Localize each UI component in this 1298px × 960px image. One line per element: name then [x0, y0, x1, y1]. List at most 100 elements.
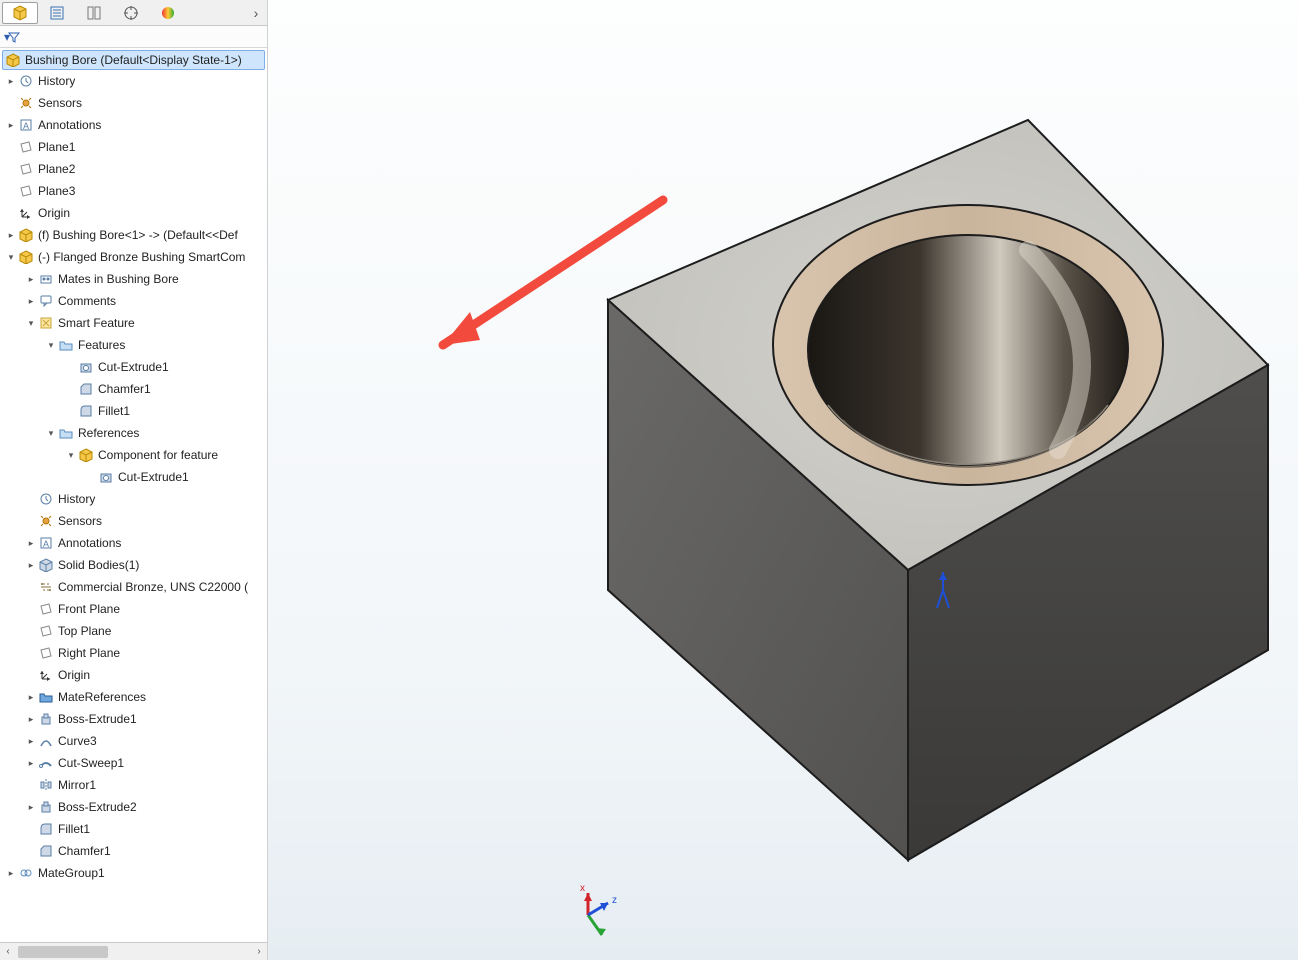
tree-node[interactable]: Sensors [0, 92, 267, 114]
expand-toggle-icon[interactable]: ▾ [4, 250, 18, 264]
plane-icon [38, 645, 54, 661]
tab-display-manager[interactable] [150, 2, 186, 24]
config-icon [86, 5, 102, 21]
tree-node[interactable]: Plane3 [0, 180, 267, 202]
tree-filter-bar[interactable]: ▾ [0, 26, 267, 48]
tree-node[interactable]: ▸(f) Bushing Bore<1> -> (Default<<Def [0, 224, 267, 246]
tree-node[interactable]: Chamfer1 [0, 840, 267, 862]
view-triad[interactable]: x z [568, 870, 638, 940]
plane-icon [38, 601, 54, 617]
tree-node[interactable]: Mirror1 [0, 774, 267, 796]
solidbodies-icon [38, 557, 54, 573]
tree-node-label: Origin [58, 668, 90, 682]
tree-node-label: Solid Bodies(1) [58, 558, 139, 572]
material-icon [38, 579, 54, 595]
expand-toggle-icon[interactable]: ▸ [24, 734, 38, 748]
expand-toggle-icon[interactable]: ▸ [4, 228, 18, 242]
graphics-viewport[interactable]: x z [268, 0, 1298, 960]
tree-node-label: Mirror1 [58, 778, 96, 792]
tree-node[interactable]: Fillet1 [0, 818, 267, 840]
expand-toggle-icon[interactable]: ▸ [4, 74, 18, 88]
tree-node[interactable]: ▸AAnnotations [0, 114, 267, 136]
expand-toggle-icon[interactable]: ▸ [24, 690, 38, 704]
expand-toggle-icon [4, 96, 18, 110]
tree-node[interactable]: ▸Curve3 [0, 730, 267, 752]
tree-node[interactable]: Sensors [0, 510, 267, 532]
expand-toggle-icon[interactable]: ▸ [24, 272, 38, 286]
scroll-thumb[interactable] [18, 946, 108, 958]
cube-yellow-icon [78, 447, 94, 463]
tree-node[interactable]: Right Plane [0, 642, 267, 664]
tree-horizontal-scrollbar[interactable]: ‹ › [0, 942, 267, 960]
tree-node-label: History [38, 74, 75, 88]
tree-node[interactable]: ▸AAnnotations [0, 532, 267, 554]
tree-node[interactable]: ▾References [0, 422, 267, 444]
tree-node-label: Right Plane [58, 646, 120, 660]
expand-toggle-icon [24, 602, 38, 616]
expand-toggle-icon[interactable]: ▸ [24, 712, 38, 726]
annotations-icon: A [18, 117, 34, 133]
tree-node[interactable]: History [0, 488, 267, 510]
tree-node[interactable]: ▾ Component for feature [0, 444, 267, 466]
tree-node[interactable]: Commercial Bronze, UNS C22000 ( [0, 576, 267, 598]
tree-node-label: Chamfer1 [98, 382, 151, 396]
expand-toggle-icon [64, 382, 78, 396]
tree-node[interactable]: Front Plane [0, 598, 267, 620]
tree-node[interactable]: Cut-Extrude1 [0, 356, 267, 378]
tree-node-label: Origin [38, 206, 70, 220]
expand-toggle-icon [24, 778, 38, 792]
tree-node[interactable]: ▸ Cut-Sweep1 [0, 752, 267, 774]
tree-node[interactable]: Fillet1 [0, 400, 267, 422]
expand-toggle-icon[interactable]: ▸ [4, 866, 18, 880]
tree-node[interactable]: ▸MateReferences [0, 686, 267, 708]
tree-node[interactable]: ▾Features [0, 334, 267, 356]
tree-node[interactable]: ▸Comments [0, 290, 267, 312]
expand-toggle-icon[interactable]: ▸ [24, 294, 38, 308]
tree-node[interactable]: Plane1 [0, 136, 267, 158]
tree-node[interactable]: ▸ History [0, 70, 267, 92]
tree-node[interactable]: Origin [0, 202, 267, 224]
scroll-right-icon[interactable]: › [251, 944, 267, 960]
expand-toggle-icon[interactable]: ▸ [24, 558, 38, 572]
tree-node[interactable]: Chamfer1 [0, 378, 267, 400]
tree-node[interactable]: ▾(-) Flanged Bronze Bushing SmartCom [0, 246, 267, 268]
feature-tree[interactable]: Bushing Bore (Default<Display State-1>) … [0, 48, 267, 942]
svg-text:x: x [580, 883, 585, 894]
tree-node[interactable]: Top Plane [0, 620, 267, 642]
cutextrude-icon [78, 359, 94, 375]
tree-node[interactable]: Plane2 [0, 158, 267, 180]
expand-toggle-icon[interactable]: ▾ [24, 316, 38, 330]
tree-node-label: Chamfer1 [58, 844, 111, 858]
tree-node[interactable]: ▾Smart Feature [0, 312, 267, 334]
tree-node-label: Component for feature [98, 448, 218, 462]
scroll-left-icon[interactable]: ‹ [0, 944, 16, 960]
sensors-icon [18, 95, 34, 111]
model-render-svg [268, 0, 1298, 960]
tree-node[interactable]: ▸Boss-Extrude2 [0, 796, 267, 818]
tab-configuration-manager[interactable] [76, 2, 112, 24]
expand-toggle-icon[interactable]: ▸ [4, 118, 18, 132]
expand-toggle-icon [84, 470, 98, 484]
tree-node[interactable]: Origin [0, 664, 267, 686]
expand-toggle-icon[interactable]: ▾ [44, 426, 58, 440]
tree-node-label: Cut-Sweep1 [58, 756, 124, 770]
tab-feature-manager[interactable] [2, 2, 38, 24]
tab-property-manager[interactable] [39, 2, 75, 24]
expand-toggle-icon[interactable]: ▸ [24, 756, 38, 770]
tabbar-overflow-button[interactable]: › [247, 5, 265, 21]
expand-toggle-icon[interactable]: ▾ [64, 448, 78, 462]
tree-node[interactable]: ▸Boss-Extrude1 [0, 708, 267, 730]
tree-node[interactable]: Cut-Extrude1 [0, 466, 267, 488]
tree-node[interactable]: ▸MateGroup1 [0, 862, 267, 884]
tree-node[interactable]: ▸ Solid Bodies(1) [0, 554, 267, 576]
tree-node[interactable]: ▸Mates in Bushing Bore [0, 268, 267, 290]
expand-toggle-icon [24, 624, 38, 638]
expand-toggle-icon[interactable]: ▾ [44, 338, 58, 352]
feature-tree-sidebar: › ▾ Bushing Bore (Default<Display State-… [0, 0, 268, 960]
expand-toggle-icon[interactable]: ▸ [24, 536, 38, 550]
tree-root-node[interactable]: Bushing Bore (Default<Display State-1>) [2, 50, 265, 70]
tree-node-label: Commercial Bronze, UNS C22000 ( [58, 580, 248, 594]
tab-dimxpert-manager[interactable] [113, 2, 149, 24]
tree-node-label: Top Plane [58, 624, 111, 638]
expand-toggle-icon[interactable]: ▸ [24, 800, 38, 814]
